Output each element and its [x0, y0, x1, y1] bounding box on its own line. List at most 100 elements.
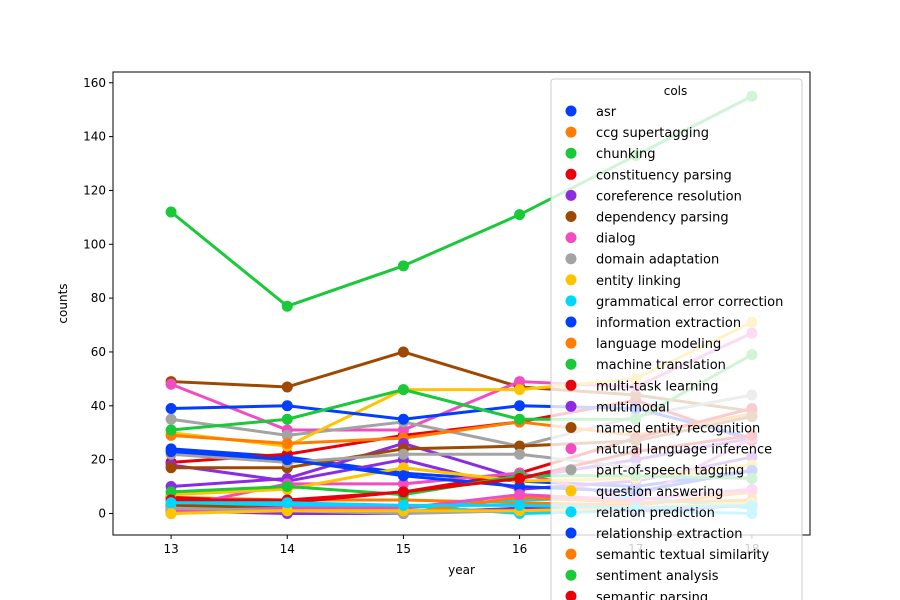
legend-label: information extraction	[596, 316, 741, 331]
legend-entry: multimodal	[565, 400, 670, 415]
data-point	[514, 481, 526, 493]
legend-marker	[565, 527, 577, 539]
data-point	[514, 376, 526, 388]
data-point	[165, 507, 177, 519]
data-point	[281, 497, 293, 509]
legend-entry: relation prediction	[565, 506, 715, 521]
x-axis-label: year	[448, 563, 475, 577]
data-point	[514, 472, 526, 484]
legend-label: named entity recognition	[596, 422, 760, 437]
data-point	[165, 486, 177, 498]
legend-box	[550, 78, 803, 600]
legend-label: natural language inference	[596, 443, 772, 458]
legend-entry: asr	[565, 105, 617, 120]
legend-entry: semantic parsing	[565, 590, 708, 600]
legend-marker	[565, 443, 577, 455]
legend-marker	[565, 105, 577, 117]
legend-marker	[565, 316, 577, 328]
legend-label: constituency parsing	[596, 168, 732, 183]
legend-marker	[565, 253, 577, 265]
y-tick-label: 140	[83, 130, 106, 144]
legend-label: ccg supertagging	[596, 126, 709, 141]
data-point	[397, 470, 409, 482]
legend-label: relation prediction	[596, 506, 715, 521]
data-point	[397, 384, 409, 396]
data-point	[165, 413, 177, 425]
data-point	[514, 384, 526, 396]
data-point	[281, 413, 293, 425]
y-axis-label: counts	[56, 283, 70, 323]
y-tick-label: 160	[83, 76, 106, 90]
legend-label: grammatical error correction	[596, 295, 783, 310]
legend-label: multimodal	[596, 400, 670, 415]
legend-marker	[565, 274, 577, 286]
legend-marker	[565, 358, 577, 370]
legend-entry: information extraction	[565, 316, 741, 331]
legend-marker	[565, 147, 577, 159]
data-point	[397, 413, 409, 425]
data-point	[514, 440, 526, 452]
data-point	[397, 260, 409, 272]
legend-label: question answering	[596, 485, 723, 500]
legend-marker	[565, 168, 577, 180]
legend-label: language modeling	[596, 337, 721, 352]
axes-frame	[112, 71, 811, 536]
legend-marker	[565, 379, 577, 391]
data-point	[281, 400, 293, 412]
legend-label: relationship extraction	[596, 527, 742, 542]
data-point	[281, 437, 293, 449]
legend-label: machine translation	[596, 358, 726, 373]
data-point	[165, 462, 177, 474]
data-point	[281, 429, 293, 441]
legend-marker	[565, 548, 577, 560]
data-point	[514, 499, 526, 511]
legend-label: semantic parsing	[596, 590, 708, 600]
legend: cols asr ccg supertagging chunking constitue…	[550, 78, 803, 600]
legend-label: asr	[596, 105, 617, 120]
data-point	[165, 497, 177, 509]
data-point	[165, 424, 177, 436]
legend-label: domain adaptation	[596, 253, 719, 268]
legend-entry: sentiment analysis	[565, 569, 719, 584]
legend-label: multi-task learning	[596, 379, 718, 394]
legend-entry: part-of-speech tagging	[565, 464, 744, 479]
legend-marker	[565, 569, 577, 581]
legend-entry: dependency parsing	[565, 211, 729, 226]
y-tick-label: 0	[98, 506, 106, 520]
legend-entry: ccg supertagging	[565, 126, 709, 141]
legend-entry: constituency parsing	[565, 168, 732, 183]
legend-label: coreference resolution	[596, 189, 742, 204]
legend-entry: named entity recognition	[565, 422, 760, 437]
legend-label: sentiment analysis	[596, 569, 719, 584]
legend-marker	[565, 295, 577, 307]
legend-label: dialog	[596, 232, 636, 247]
data-point	[514, 400, 526, 412]
y-tick-label: 60	[91, 345, 106, 359]
y-tick-label: 40	[91, 399, 106, 413]
data-point	[165, 206, 177, 218]
legend-marker	[565, 232, 577, 244]
x-tick-label: 15	[396, 542, 411, 556]
legend-entry: question answering	[565, 485, 723, 500]
data-point	[397, 499, 409, 511]
legend-entry: language modeling	[565, 337, 721, 352]
data-point	[397, 462, 409, 474]
data-point	[514, 209, 526, 221]
legend-marker	[565, 506, 577, 518]
legend-entry: entity linking	[565, 274, 681, 289]
axes: 131415161718020406080100120140160yearcou…	[56, 71, 811, 577]
y-tick-label: 100	[83, 237, 106, 251]
legend-entry: chunking	[565, 147, 656, 162]
legend-entry: relationship extraction	[565, 527, 742, 542]
legend-entry: natural language inference	[565, 443, 772, 458]
legend-marker	[565, 590, 577, 600]
legend-entry: machine translation	[565, 358, 726, 373]
legend-entry: coreference resolution	[565, 189, 742, 204]
legend-entry: multi-task learning	[565, 379, 718, 394]
legend-entry: semantic textual similarity	[565, 548, 770, 563]
legend-marker	[565, 422, 577, 433]
x-tick-label: 13	[163, 542, 178, 556]
x-tick-label: 14	[280, 542, 295, 556]
legend-entry: grammatical error correction	[565, 295, 783, 310]
legend-marker	[565, 126, 577, 138]
